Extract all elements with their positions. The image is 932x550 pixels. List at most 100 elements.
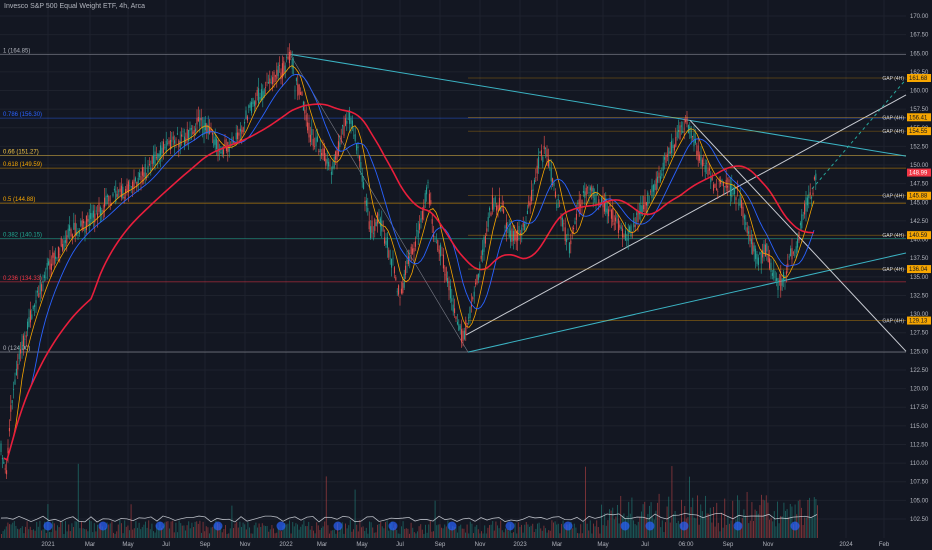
candle-body xyxy=(326,159,328,164)
candle-body xyxy=(561,217,563,227)
candle-body xyxy=(49,259,51,270)
event-marker xyxy=(679,521,689,531)
candle-body xyxy=(426,187,428,195)
candle-body xyxy=(626,239,628,241)
volume-bar xyxy=(263,525,265,538)
candle-body xyxy=(155,157,157,159)
volume-bar xyxy=(165,521,167,538)
volume-bar xyxy=(791,506,793,538)
volume-bar xyxy=(108,524,110,538)
candle-body xyxy=(799,222,801,226)
candle-body xyxy=(508,228,510,238)
volume-bar xyxy=(269,529,271,538)
volume-bar xyxy=(28,529,30,538)
candle-body xyxy=(648,202,650,204)
volume-bar xyxy=(527,524,529,538)
candle-body xyxy=(701,159,703,167)
candle-body xyxy=(598,199,600,205)
candle-body xyxy=(764,244,766,257)
candle-body xyxy=(85,215,87,230)
volume-bar xyxy=(799,499,801,538)
volume-bar xyxy=(271,524,273,538)
moving-averages xyxy=(3,65,815,461)
candle-body xyxy=(221,146,223,155)
candle-body xyxy=(707,169,709,176)
volume-bar xyxy=(482,533,484,538)
candle-body xyxy=(601,197,603,205)
volume-bar xyxy=(349,520,351,538)
candle-body xyxy=(451,298,453,302)
candle-body xyxy=(15,368,17,376)
volume-bar xyxy=(569,523,570,538)
candle-body xyxy=(64,240,66,243)
candle-body xyxy=(423,205,425,211)
candle-body xyxy=(393,267,395,274)
candle-body xyxy=(181,134,183,137)
volume-bar xyxy=(322,526,324,538)
volume-bar xyxy=(716,502,718,538)
candle-body xyxy=(805,197,807,212)
volume-bar xyxy=(381,526,383,538)
volume-bar xyxy=(663,532,665,538)
volume-bar xyxy=(191,522,193,538)
volume-bar xyxy=(524,524,526,538)
volume-bar xyxy=(410,522,412,538)
candle-body xyxy=(713,184,715,191)
volume-bar xyxy=(289,520,290,538)
candle-body xyxy=(479,264,481,269)
volume-bar xyxy=(484,525,486,538)
volume-bar xyxy=(749,520,751,538)
y-tick-label: 105.00 xyxy=(910,498,929,504)
x-tick-label: May xyxy=(356,542,367,548)
volume-bar xyxy=(76,521,78,538)
candle-body xyxy=(305,114,307,121)
candle-body xyxy=(336,149,338,161)
candle-body xyxy=(329,165,331,167)
volume-bar xyxy=(12,522,14,538)
volume-bar xyxy=(633,520,634,538)
candle-body xyxy=(689,126,691,130)
candle-body xyxy=(284,65,286,73)
volume-bar xyxy=(109,523,111,538)
candle-body xyxy=(143,172,145,177)
candle-body xyxy=(476,274,478,284)
candle-body xyxy=(518,225,520,234)
volume-bar xyxy=(188,521,190,538)
event-marker xyxy=(645,521,655,531)
candle-body xyxy=(591,186,593,192)
volume-bar xyxy=(266,525,268,538)
candle-body xyxy=(300,92,302,95)
candle-body xyxy=(456,321,458,325)
candle-body xyxy=(120,185,122,198)
volume-bar xyxy=(738,500,740,538)
volume-bar xyxy=(708,513,710,538)
volume-bar xyxy=(703,516,705,538)
candle-body xyxy=(211,132,213,135)
candle-body xyxy=(587,187,589,189)
volume-bar xyxy=(1,533,2,538)
candle-body xyxy=(657,176,659,183)
gap-price-tag xyxy=(907,316,931,325)
candle-body xyxy=(711,176,713,181)
candle-body xyxy=(746,227,748,233)
y-tick-label: 112.50 xyxy=(910,442,929,448)
candle-body xyxy=(571,231,573,235)
volume-bar xyxy=(57,525,58,538)
volume-bar xyxy=(69,531,71,538)
candle-body xyxy=(356,144,358,151)
candle-body xyxy=(216,138,218,149)
volume-bar xyxy=(465,532,466,538)
candle-body xyxy=(165,140,167,153)
volume-bar xyxy=(778,523,780,538)
volume-bar xyxy=(717,522,719,538)
candle-body xyxy=(48,261,50,265)
volume-bar xyxy=(383,528,385,538)
candle-body xyxy=(438,249,440,254)
candle-body xyxy=(381,220,383,232)
y-tick-label: 125.00 xyxy=(910,349,929,355)
candle-body xyxy=(735,197,737,201)
volume-bar xyxy=(52,521,54,538)
candle-body xyxy=(484,235,486,244)
volume-bar xyxy=(228,533,230,538)
